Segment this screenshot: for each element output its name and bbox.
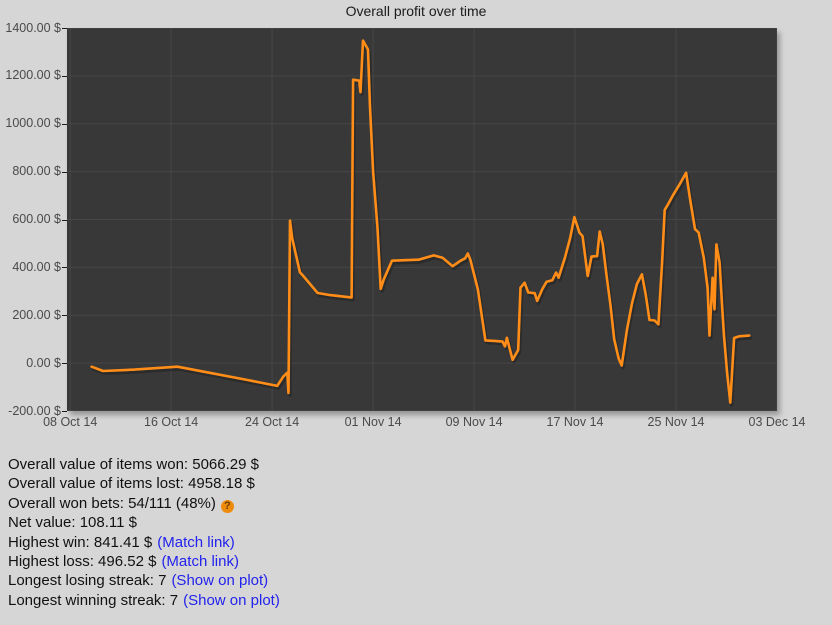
stat-losing-streak: Longest losing streak: 7 (Show on plot) <box>8 571 280 590</box>
y-axis-tick-mark <box>62 123 67 125</box>
x-axis-tick-label: 25 Nov 14 <box>647 415 705 429</box>
y-axis-tick-mark <box>62 315 67 317</box>
stat-winning-streak: Longest winning streak: 7 (Show on plot) <box>8 591 280 610</box>
stat-value: 4958.18 $ <box>188 475 255 493</box>
stat-highest-win: Highest win: 841.41 $ (Match link) <box>8 533 280 552</box>
x-axis-tick-label: 24 Oct 14 <box>244 415 300 429</box>
y-axis-tick-label: 1000.00 $ <box>5 116 61 131</box>
y-axis-tick-label: 400.00 $ <box>12 259 61 274</box>
stat-label: Net value: <box>8 514 76 532</box>
stat-label: Highest loss: <box>8 552 94 570</box>
betting-stats-summary: Overall value of items won: 5066.29 $ Ove… <box>8 455 280 610</box>
y-axis-tick-mark <box>62 219 67 221</box>
profit-chart-canvas <box>67 28 777 411</box>
y-axis-tick-mark <box>62 171 67 173</box>
y-axis-tick-label: 800.00 $ <box>12 164 61 179</box>
stat-label: Overall value of items lost: <box>8 475 184 493</box>
y-axis-tick-mark <box>62 28 67 29</box>
stat-value: 54/111 (48%) <box>128 494 216 512</box>
y-axis-tick-mark <box>62 267 67 269</box>
y-axis-tick-label: 600.00 $ <box>12 212 61 226</box>
y-axis-tick-label: 200.00 $ <box>12 307 61 322</box>
y-axis-tick-mark <box>62 363 67 365</box>
stat-items-won: Overall value of items won: 5066.29 $ <box>8 455 280 474</box>
stat-net-value: Net value: 108.11 $ <box>8 513 280 532</box>
profit-chart-plot-area: 1400.00 $ 1200.00 $ 1000.00 $ 800.00 $ 600.0… <box>5 21 805 430</box>
x-axis-tick-label: 01 Nov 14 <box>344 415 402 429</box>
stat-value: 841.41 $ <box>93 533 153 551</box>
stat-value: 7 <box>169 591 179 609</box>
y-axis-tick-mark <box>62 75 67 77</box>
stat-label: Longest losing streak: <box>8 572 154 590</box>
x-axis-tick-label: 08 Oct 14 <box>43 415 98 429</box>
stat-link-losing-streak[interactable]: (Show on plot) <box>171 572 269 590</box>
stat-label: Longest winning streak: <box>8 591 166 609</box>
stat-link-winning-streak[interactable]: (Show on plot) <box>183 591 280 609</box>
x-axis-tick-label: 16 Oct 14 <box>143 415 199 429</box>
y-axis-tick-mark <box>62 411 67 412</box>
x-axis-tick-label: 09 Nov 14 <box>445 415 503 429</box>
stat-value: 496.52 $ <box>98 552 157 570</box>
profit-line <box>90 39 751 404</box>
stat-items-lost: Overall value of items lost: 4958.18 $ <box>8 474 280 493</box>
help-icon[interactable]: ? <box>220 499 234 513</box>
y-axis-tick-label: 1200.00 $ <box>5 68 61 83</box>
stat-label: Overall won bets: <box>8 494 124 512</box>
stat-won-bets: Overall won bets: 54/111 (48%)? <box>8 494 280 513</box>
stat-value: 108.11 $ <box>79 514 137 532</box>
x-axis-tick-label: 17 Nov 14 <box>546 415 604 429</box>
stat-link-highest-win[interactable]: (Match link) <box>157 533 235 551</box>
stat-highest-loss: Highest loss: 496.52 $ (Match link) <box>8 552 280 571</box>
stat-label: Highest win: <box>8 533 90 551</box>
profit-line-shadow <box>91 41 753 407</box>
y-axis-tick-label: 0.00 $ <box>26 355 61 370</box>
stat-link-highest-loss[interactable]: (Match link) <box>161 552 239 570</box>
stat-value: 5066.29 $ <box>192 456 259 473</box>
x-axis-tick-label: 03 Dec 14 <box>748 415 806 429</box>
stat-value: 7 <box>158 572 167 590</box>
y-axis-tick-label: 1400.00 $ <box>5 20 61 35</box>
stat-label: Overall value of items won: <box>8 456 189 473</box>
y-axis-tick-label: -200.00 $ <box>8 403 61 418</box>
chart-title: Overall profit over time <box>345 3 487 19</box>
